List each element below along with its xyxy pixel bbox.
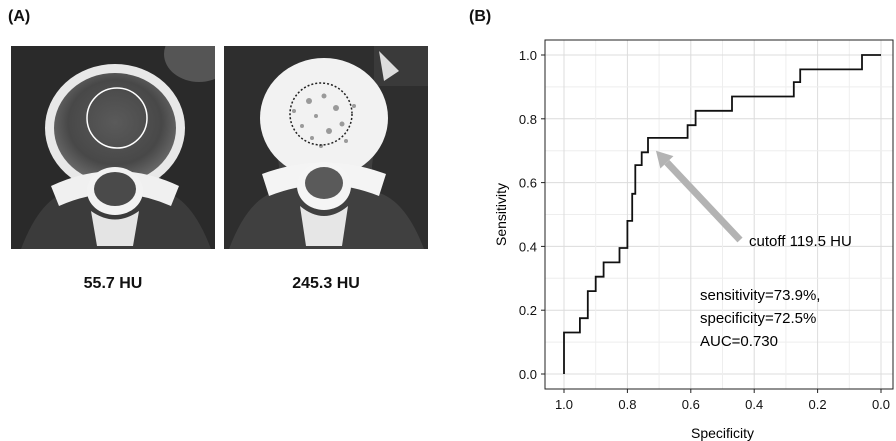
panel-b-label: (B): [469, 8, 492, 25]
x-tick-label: 0.4: [745, 397, 763, 412]
x-tick-label: 0.8: [618, 397, 636, 412]
y-tick-label: 0.6: [519, 176, 537, 191]
hu-caption-2: 245.3 HU: [292, 275, 360, 292]
axis-ticks: 1.0 0.8 0.6 0.4 0.2 0.0 0.0 0.2 0.4 0.6 0.8 1.0: [519, 48, 890, 412]
x-tick-label: 0.6: [682, 397, 700, 412]
panel-a-label: (A): [8, 8, 31, 25]
x-tick-label: 0.0: [872, 397, 890, 412]
y-tick-label: 0.0: [519, 367, 537, 382]
vertebra-image-1: [11, 46, 215, 249]
auc-text: AUC=0.730: [700, 333, 778, 350]
y-tick-label: 0.4: [519, 239, 537, 254]
sensitivity-text: sensitivity=73.9%,: [700, 287, 820, 304]
x-tick-label: 1.0: [555, 397, 573, 412]
y-axis-label: Sensitivity: [493, 183, 509, 246]
grid: [545, 40, 893, 389]
roi-circle: [289, 82, 353, 146]
x-tick-label: 0.2: [809, 397, 827, 412]
ct-scan-high-density: [224, 46, 428, 249]
vertebra-image-2: [224, 46, 428, 249]
plot-frame: [544, 39, 894, 390]
y-tick-label: 0.8: [519, 112, 537, 127]
cutoff-arrow-shaft: [664, 159, 743, 243]
ct-scan-low-density: [11, 46, 215, 249]
y-tick-label: 0.2: [519, 303, 537, 318]
x-axis-label: Specificity: [691, 425, 754, 441]
roi-circle: [86, 87, 148, 149]
hu-caption-1: 55.7 HU: [83, 275, 143, 292]
cutoff-arrow-head: [655, 150, 674, 169]
y-tick-label: 1.0: [519, 48, 537, 63]
specificity-text: specificity=72.5%: [700, 310, 816, 327]
roc-curve: [563, 54, 881, 374]
cutoff-label: cutoff 119.5 HU: [749, 233, 852, 250]
